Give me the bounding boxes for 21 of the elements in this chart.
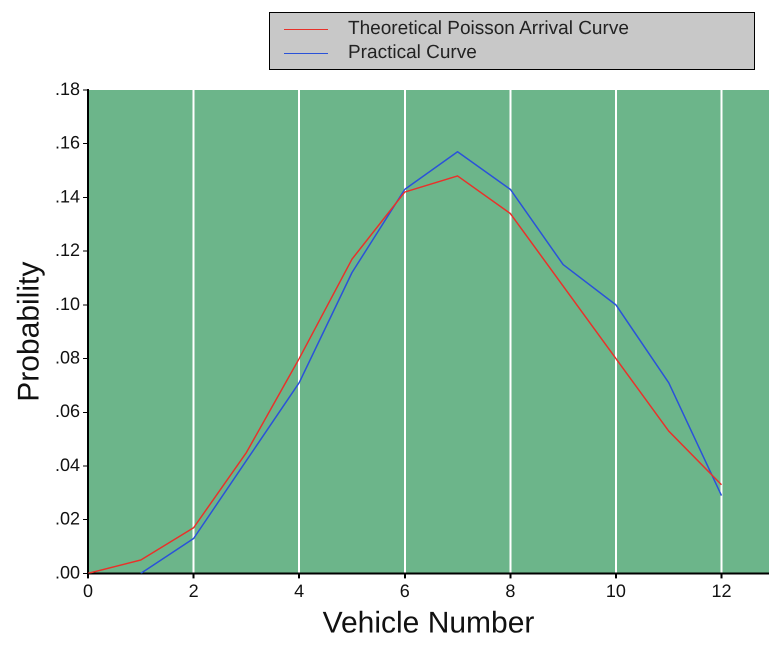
y-tick-label: .10 <box>54 294 80 314</box>
legend-label: Theoretical Poisson Arrival Curve <box>348 18 629 40</box>
y-tick-label: .18 <box>54 78 80 99</box>
y-tick-label: .06 <box>54 401 80 422</box>
y-tick-label: .04 <box>54 454 80 475</box>
y-tick-label: .14 <box>54 186 80 206</box>
x-axis-title: Vehicle Number <box>322 606 534 640</box>
y-tick-label: .08 <box>54 348 80 368</box>
y-tick-label: .12 <box>54 240 80 260</box>
legend-label: Practical Curve <box>348 42 477 64</box>
y-tick-label: .02 <box>54 508 80 529</box>
x-tick-label: 4 <box>294 581 304 602</box>
y-tick-label: .00 <box>54 562 80 582</box>
y-axis-title: Probability <box>12 262 46 402</box>
y-tick-label: .16 <box>54 132 80 153</box>
x-tick-label: 8 <box>505 581 516 602</box>
x-tick-label: 10 <box>606 581 626 602</box>
x-tick-label: 6 <box>400 581 410 602</box>
x-tick-label: 2 <box>188 581 199 602</box>
x-tick-label: 0 <box>83 581 94 602</box>
x-tick-label: 12 <box>711 581 732 602</box>
